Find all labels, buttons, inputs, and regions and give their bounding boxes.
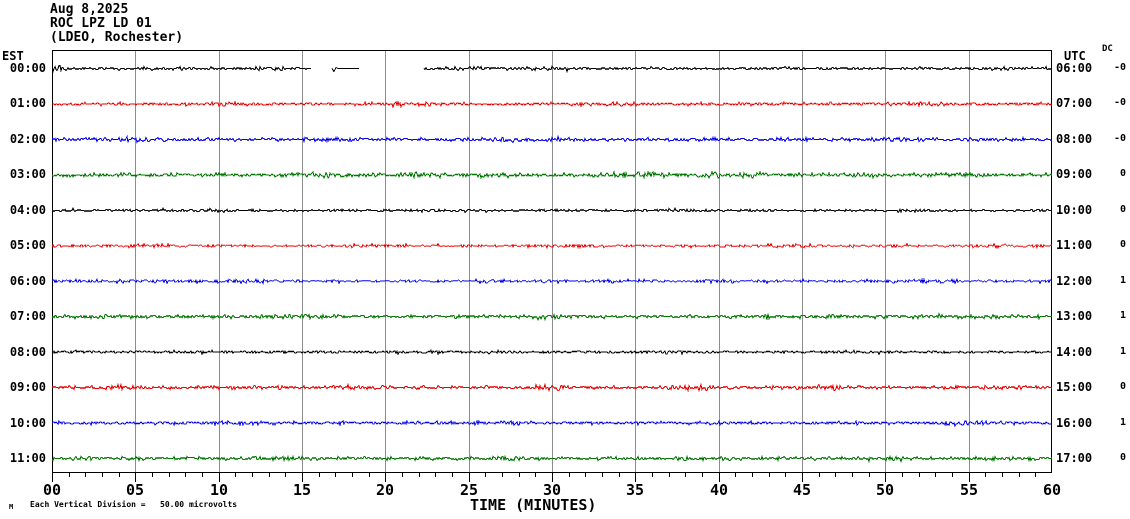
utc-time-label: 07:00 xyxy=(1056,96,1093,111)
utc-axis-label: UTC xyxy=(1064,49,1086,63)
est-time-label: 06:00 xyxy=(9,273,46,288)
dc-value: 1 xyxy=(1119,274,1126,286)
seismic-trace-08:00 xyxy=(52,348,1052,356)
x-tick-label: 25 xyxy=(459,481,479,499)
seismic-trace-04:00 xyxy=(52,207,1052,214)
seismic-trace-11:00 xyxy=(52,454,1052,464)
dc-value: 0 xyxy=(1119,239,1126,251)
dc-value: 0 xyxy=(1119,203,1126,215)
dc-value: -0 xyxy=(1113,97,1126,109)
x-tick-label: 15 xyxy=(292,481,312,499)
utc-time-label: 12:00 xyxy=(1056,273,1093,288)
dc-value: 1 xyxy=(1119,345,1126,357)
utc-time-label: 13:00 xyxy=(1056,309,1093,324)
x-tick-label: 40 xyxy=(709,481,729,499)
seismic-trace-00:00 xyxy=(52,65,1052,74)
x-tick-label: 10 xyxy=(209,481,229,499)
corner-glyph: M xyxy=(9,503,14,511)
est-time-label: 07:00 xyxy=(9,309,46,324)
seismic-trace-10:00 xyxy=(52,419,1052,428)
utc-time-label: 10:00 xyxy=(1056,202,1093,217)
utc-time-label: 17:00 xyxy=(1056,450,1093,465)
seismic-trace-05:00 xyxy=(52,242,1052,250)
est-time-label: 10:00 xyxy=(9,415,46,430)
header-date: Aug 8,2025 xyxy=(50,2,129,17)
est-axis-label: EST xyxy=(2,49,24,63)
est-time-label: 04:00 xyxy=(9,202,46,217)
utc-time-label: 16:00 xyxy=(1056,415,1093,430)
utc-time-label: 11:00 xyxy=(1056,238,1093,253)
x-tick-label: 60 xyxy=(1042,481,1062,499)
utc-time-label: 06:00 xyxy=(1056,61,1093,75)
utc-time-label: 08:00 xyxy=(1056,131,1093,146)
seismic-trace-06:00 xyxy=(52,277,1052,285)
network-name: (LDEO, Rochester) xyxy=(50,30,184,45)
helicorder-plot xyxy=(52,50,1052,482)
utc-time-label: 15:00 xyxy=(1056,380,1093,395)
est-time-label: 08:00 xyxy=(9,344,46,359)
x-tick-label: 30 xyxy=(542,481,562,499)
x-tick-label: 50 xyxy=(875,481,895,499)
est-time-label: 09:00 xyxy=(9,380,46,395)
est-time-label: 03:00 xyxy=(9,167,46,182)
seismic-trace-02:00 xyxy=(52,134,1052,144)
dc-value: -0 xyxy=(1113,62,1126,73)
time-axis-label: TIME (MINUTES) xyxy=(470,496,597,514)
x-tick-label: 55 xyxy=(959,481,979,499)
dc-value: -0 xyxy=(1113,132,1126,144)
x-tick-label: 35 xyxy=(625,481,645,499)
est-time-label: 02:00 xyxy=(9,131,46,146)
x-tick-label: 45 xyxy=(792,481,812,499)
plot-frame xyxy=(52,50,1052,473)
seismic-trace-01:00 xyxy=(52,100,1052,109)
seismic-trace-07:00 xyxy=(52,312,1052,322)
dc-value: 0 xyxy=(1119,451,1126,463)
scale-note: Each Vertical Division = 50.00 microvolt… xyxy=(30,500,238,509)
seismic-trace-09:00 xyxy=(52,382,1052,393)
dc-value: 1 xyxy=(1119,310,1126,322)
est-time-label: 00:00 xyxy=(9,61,46,75)
est-time-label: 01:00 xyxy=(9,96,46,111)
est-time-label: 05:00 xyxy=(9,238,46,253)
x-tick-label: 05 xyxy=(125,481,145,499)
x-tick-label: 00 xyxy=(42,481,62,499)
utc-time-label: 14:00 xyxy=(1056,344,1093,359)
est-time-label: 11:00 xyxy=(9,450,46,465)
seismic-trace-03:00 xyxy=(52,169,1052,180)
dc-value: 0 xyxy=(1119,381,1126,393)
dc-axis-label: DC xyxy=(1102,44,1113,54)
dc-value: 1 xyxy=(1119,416,1126,428)
x-tick-label: 20 xyxy=(375,481,395,499)
utc-time-label: 09:00 xyxy=(1056,167,1093,182)
station-id: ROC LPZ LD 01 xyxy=(50,16,152,31)
dc-value: 0 xyxy=(1119,168,1126,180)
